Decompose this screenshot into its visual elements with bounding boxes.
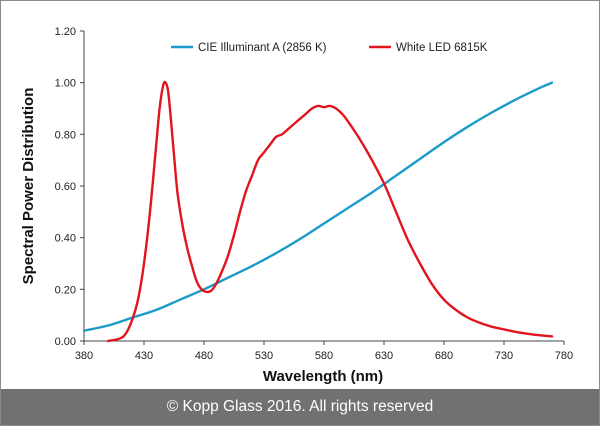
- x-tick-label: 430: [135, 350, 153, 362]
- legend-label: CIE Illuminant A (2856 K): [198, 42, 327, 54]
- y-tick-label: 1.20: [55, 26, 76, 38]
- y-tick-label: 0.80: [55, 129, 76, 141]
- x-tick-label: 680: [435, 350, 453, 362]
- series-lines: [82, 80, 554, 343]
- y-tick-label: 0.60: [55, 181, 76, 193]
- x-tick-label: 730: [495, 350, 513, 362]
- x-tick-label: 380: [75, 350, 93, 362]
- chart-svg: 380 430 480 530 580 630 680 730 780 0.00 0.20 0.40 0…: [20, 26, 574, 385]
- y-tick-label: 1.00: [55, 78, 76, 90]
- x-tick-label: 480: [195, 350, 213, 362]
- legend: CIE Illuminant A (2856 K) White LED 6815K: [171, 42, 488, 54]
- tick-labels: 380 430 480 530 580 630 680 730 780 0.00 0.20 0.40 0…: [55, 26, 574, 362]
- legend-label: White LED 6815K: [396, 42, 488, 54]
- x-axis-title: Wavelength (nm): [263, 368, 383, 385]
- axes: [80, 30, 565, 345]
- copyright-footer: © Kopp Glass 2016. All rights reserved: [1, 389, 599, 425]
- series-line-cie-illuminant-a: [82, 81, 554, 332]
- y-tick-label: 0.40: [55, 233, 76, 245]
- y-tick-label: 0.00: [55, 336, 76, 348]
- series-line-white-led: [106, 80, 554, 343]
- x-tick-label: 530: [255, 350, 273, 362]
- y-axis-title: Spectral Power Distribution: [20, 88, 37, 285]
- y-tick-label: 0.20: [55, 284, 76, 296]
- x-tick-label: 630: [375, 350, 393, 362]
- x-tick-label: 580: [315, 350, 333, 362]
- x-tick-label: 780: [555, 350, 573, 362]
